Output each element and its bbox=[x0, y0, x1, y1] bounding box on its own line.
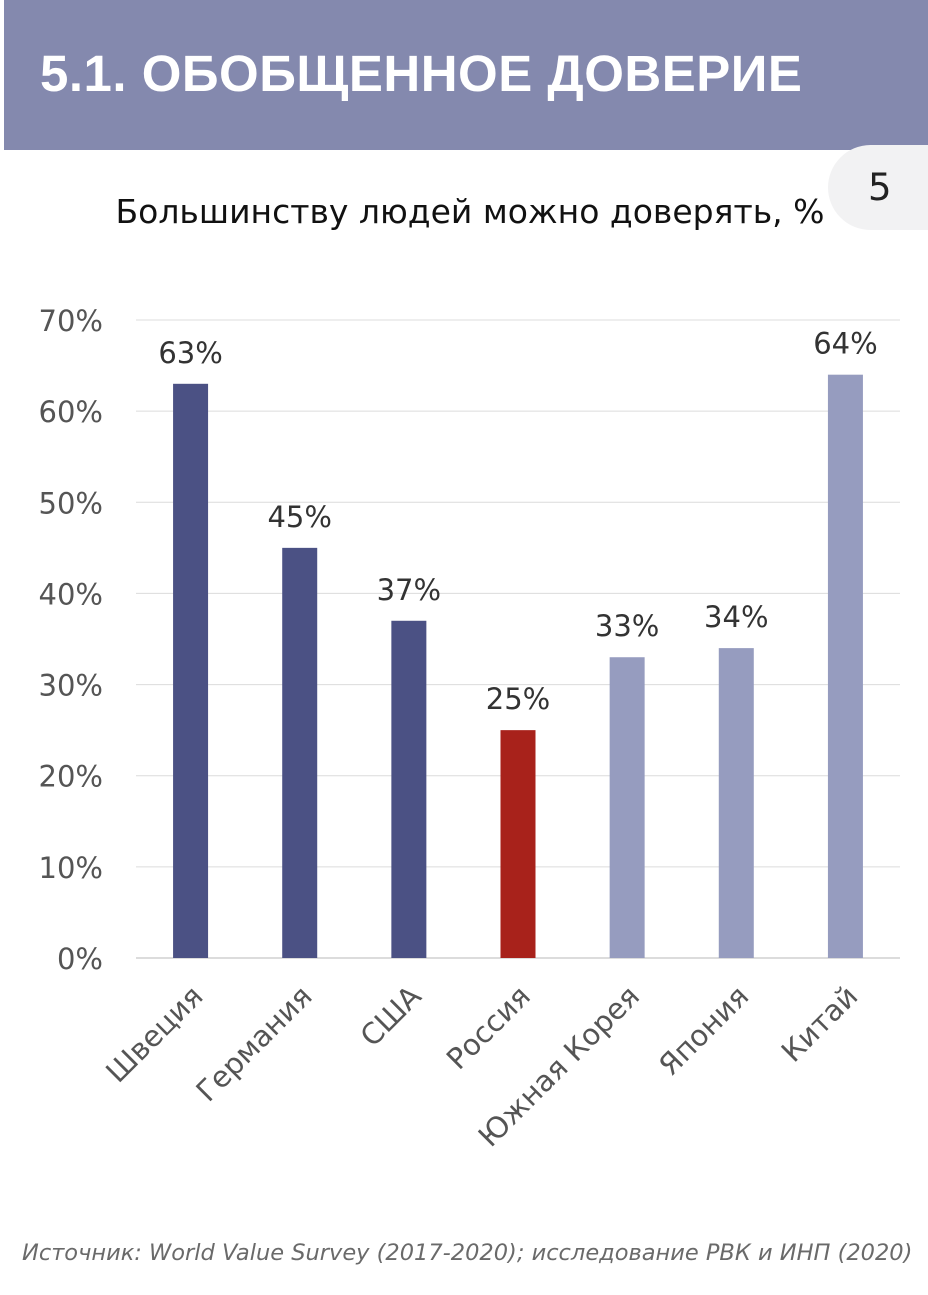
data-label: 25% bbox=[486, 682, 550, 716]
source-note: Источник: World Value Survey (2017-2020)… bbox=[22, 1240, 913, 1266]
bar-chart: 0% 10% 20% 30% 40% 50% 60% 70% 63% 45% 37% 25% 33% 3… bbox=[39, 304, 900, 1154]
x-tick-label: Швеция bbox=[99, 979, 209, 1089]
data-label: 45% bbox=[267, 500, 331, 534]
bar bbox=[718, 648, 754, 958]
x-tick-label: Россия bbox=[440, 979, 537, 1076]
bar bbox=[500, 730, 536, 958]
bar bbox=[173, 383, 209, 958]
header-banner: 5.1. ОБОБЩЕННОЕ ДОВЕРИЕ bbox=[4, 0, 928, 150]
bar bbox=[391, 620, 427, 958]
data-label: 63% bbox=[158, 336, 222, 370]
chart-title: Большинству людей можно доверять, % bbox=[115, 192, 825, 231]
data-label: 33% bbox=[595, 609, 659, 643]
y-tick-label: 0% bbox=[57, 942, 103, 976]
bars bbox=[173, 374, 863, 958]
value-labels: 63% 45% 37% 25% 33% 34% 64% bbox=[158, 327, 877, 716]
y-tick-label: 50% bbox=[39, 486, 103, 520]
y-tick-label: 20% bbox=[39, 760, 103, 794]
page-title: 5.1. ОБОБЩЕННОЕ ДОВЕРИЕ bbox=[40, 45, 803, 102]
data-label: 37% bbox=[377, 573, 441, 607]
bar bbox=[609, 657, 645, 958]
x-tick-label: Китай bbox=[775, 979, 865, 1069]
page-number-badge bbox=[828, 145, 928, 230]
x-tick-label: Япония bbox=[652, 979, 755, 1082]
x-tick-label: Германия bbox=[189, 979, 318, 1108]
y-tick-label: 30% bbox=[39, 669, 103, 703]
y-axis-ticks: 0% 10% 20% 30% 40% 50% 60% 70% bbox=[39, 304, 103, 976]
y-tick-label: 40% bbox=[39, 577, 103, 611]
y-tick-label: 70% bbox=[39, 304, 103, 338]
bar bbox=[282, 547, 318, 958]
page-number: 5 bbox=[868, 166, 892, 209]
y-tick-label: 10% bbox=[39, 851, 103, 885]
bar bbox=[827, 374, 863, 958]
data-label: 34% bbox=[704, 600, 768, 634]
data-label: 64% bbox=[813, 327, 877, 361]
y-tick-label: 60% bbox=[39, 395, 103, 429]
x-tick-label: США bbox=[353, 979, 427, 1053]
